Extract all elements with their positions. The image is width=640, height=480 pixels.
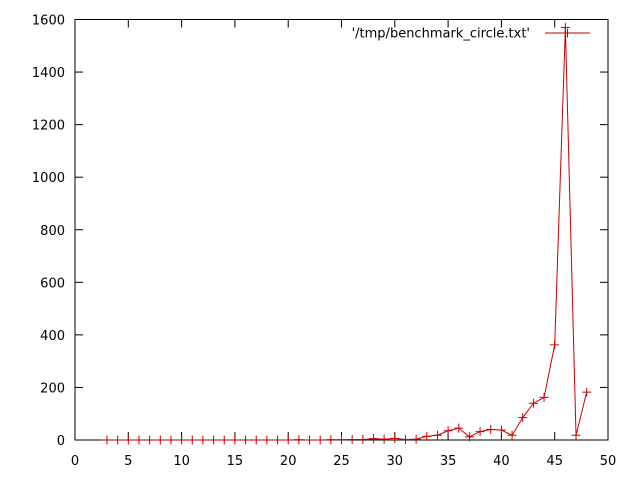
x-tick-label: 40 bbox=[493, 454, 510, 469]
data-point bbox=[390, 433, 400, 443]
y-tick-label: 1000 bbox=[32, 171, 65, 186]
x-tick-label: 20 bbox=[280, 454, 297, 469]
y-tick-label: 1600 bbox=[32, 14, 65, 29]
data-point bbox=[113, 435, 123, 445]
x-tick-label: 25 bbox=[333, 454, 350, 469]
data-point bbox=[443, 426, 453, 436]
data-point bbox=[283, 435, 293, 445]
data-point bbox=[326, 435, 336, 445]
legend-marker bbox=[563, 28, 572, 38]
data-point bbox=[251, 435, 261, 445]
data-point bbox=[177, 435, 187, 445]
data-point bbox=[145, 435, 155, 445]
y-tick-label: 1200 bbox=[32, 119, 65, 134]
legend-label: '/tmp/benchmark_circle.txt' bbox=[352, 27, 530, 42]
data-point bbox=[198, 435, 208, 445]
data-point bbox=[166, 435, 176, 445]
data-point bbox=[518, 413, 528, 423]
data-point bbox=[528, 398, 538, 408]
y-tick-label: 600 bbox=[40, 276, 65, 291]
data-point bbox=[123, 435, 133, 445]
data-point bbox=[219, 435, 229, 445]
axis-ticks bbox=[74, 19, 609, 441]
data-point bbox=[241, 435, 251, 445]
x-tick-label: 45 bbox=[546, 454, 563, 469]
y-tick-label: 1400 bbox=[32, 66, 65, 81]
data-point bbox=[539, 392, 549, 402]
x-tick-label: 50 bbox=[600, 454, 617, 469]
y-tick-label: 200 bbox=[40, 381, 65, 396]
data-point bbox=[187, 435, 197, 445]
data-point bbox=[305, 435, 315, 445]
data-point bbox=[496, 425, 506, 435]
data-point bbox=[475, 427, 485, 437]
axis-tick-labels: 0 5 10 15 20 25 30 35 40 45 50 0 200 400 600 800 1000 120… bbox=[32, 14, 616, 470]
data-point bbox=[486, 424, 496, 434]
data-point bbox=[358, 434, 368, 444]
x-tick-label: 15 bbox=[227, 454, 244, 469]
legend-marker-plus bbox=[563, 28, 572, 38]
x-tick-label: 0 bbox=[71, 454, 79, 469]
y-tick-label: 800 bbox=[40, 224, 65, 239]
data-point bbox=[315, 435, 325, 445]
x-tick-label: 10 bbox=[173, 454, 190, 469]
data-point bbox=[400, 434, 410, 444]
plot-frame bbox=[74, 19, 609, 441]
data-point bbox=[294, 435, 304, 445]
data-point bbox=[464, 432, 474, 442]
y-tick-label: 400 bbox=[40, 329, 65, 344]
data-point bbox=[550, 340, 560, 350]
data-point bbox=[454, 423, 464, 433]
data-point bbox=[347, 434, 357, 444]
legend: '/tmp/benchmark_circle.txt' bbox=[352, 27, 590, 42]
data-point bbox=[507, 430, 517, 440]
data-point bbox=[134, 435, 144, 445]
data-point bbox=[273, 435, 283, 445]
data-point bbox=[379, 434, 389, 444]
x-tick-label: 35 bbox=[440, 454, 457, 469]
data-point bbox=[337, 435, 346, 445]
y-tick-label: 0 bbox=[57, 434, 65, 449]
x-tick-label: 5 bbox=[124, 454, 132, 469]
data-point bbox=[230, 435, 240, 445]
data-point bbox=[209, 435, 219, 445]
data-point bbox=[571, 430, 581, 440]
data-point bbox=[368, 434, 378, 444]
data-point bbox=[155, 435, 165, 445]
series-layer bbox=[102, 22, 592, 445]
data-point bbox=[432, 430, 442, 440]
data-point bbox=[411, 434, 421, 444]
data-point bbox=[582, 387, 592, 397]
data-point bbox=[422, 431, 432, 441]
data-point bbox=[102, 435, 112, 445]
data-point bbox=[560, 22, 570, 32]
x-tick-label: 30 bbox=[387, 454, 404, 469]
series-line bbox=[106, 27, 588, 441]
data-point bbox=[262, 435, 272, 445]
